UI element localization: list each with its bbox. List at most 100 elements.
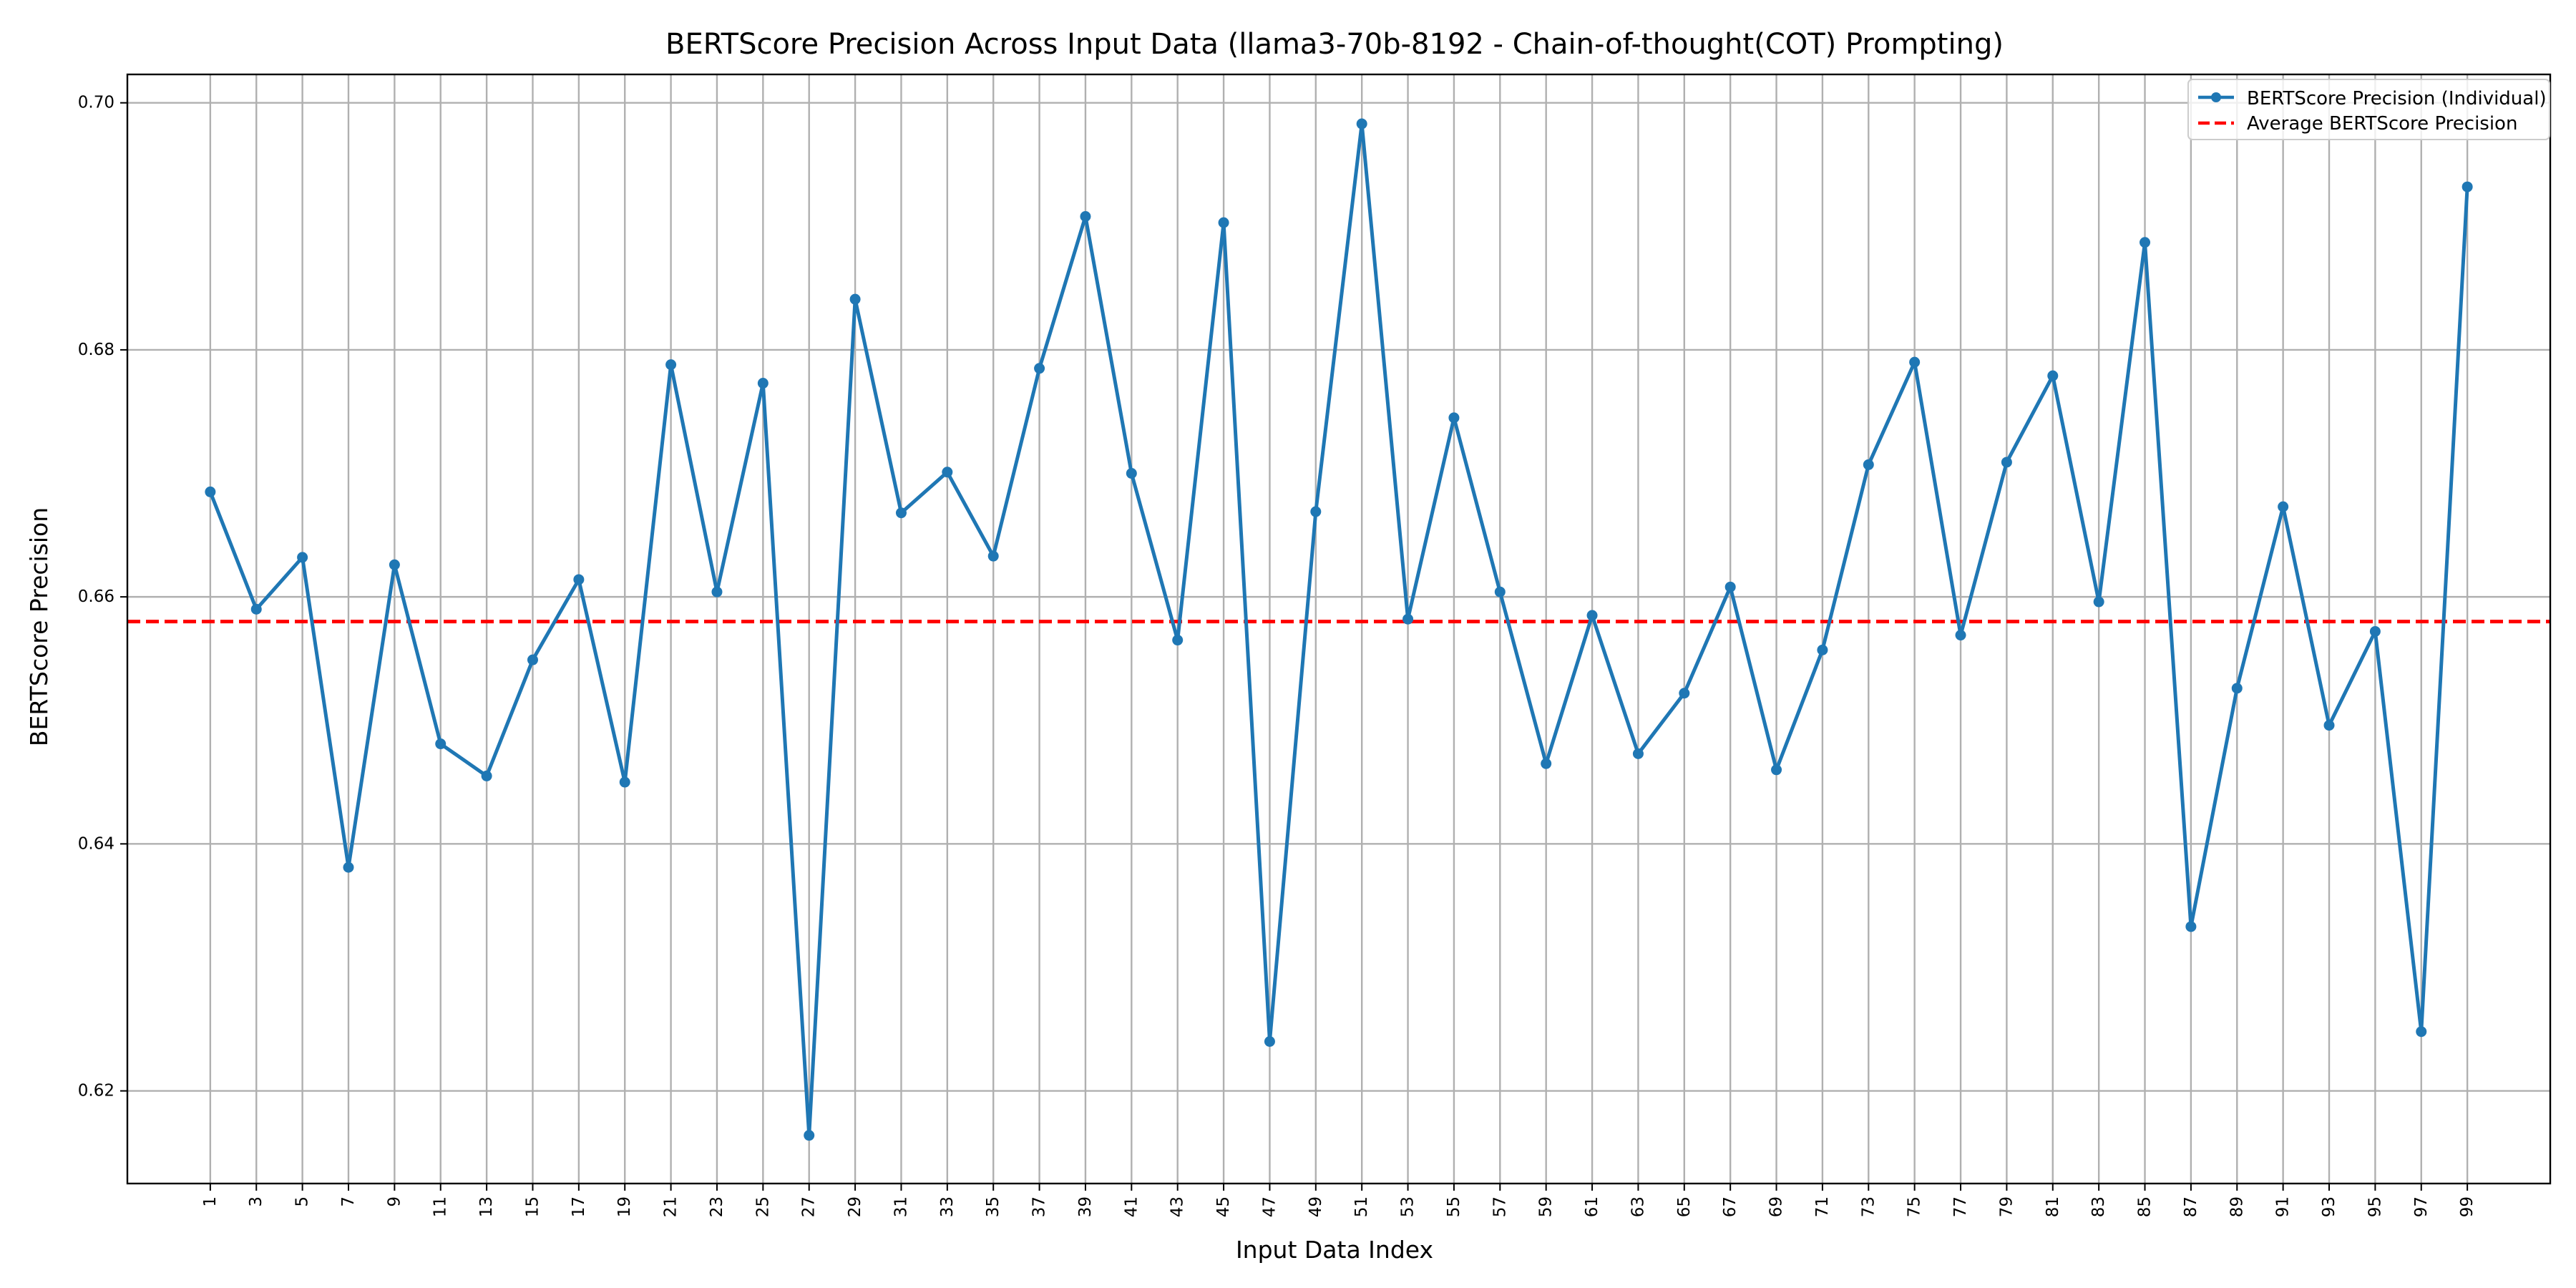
data-point bbox=[1632, 748, 1644, 759]
legend-marker-individual bbox=[2211, 92, 2221, 102]
data-point bbox=[1356, 118, 1367, 130]
data-point bbox=[711, 586, 723, 597]
x-tick-label: 49 bbox=[1307, 1196, 1325, 1217]
data-point bbox=[757, 378, 769, 389]
data-point bbox=[1586, 610, 1598, 621]
legend-label-average: Average BERTScore Precision bbox=[2247, 113, 2517, 135]
data-point bbox=[2140, 237, 2151, 248]
data-point bbox=[481, 770, 492, 781]
x-tick-label: 91 bbox=[2274, 1196, 2293, 1217]
data-point bbox=[2231, 683, 2243, 694]
x-tick-label: 83 bbox=[2089, 1196, 2108, 1217]
x-tick-label: 67 bbox=[1721, 1196, 1740, 1217]
x-tick-label: 57 bbox=[1491, 1196, 1509, 1217]
data-point bbox=[527, 654, 538, 665]
y-tick-label: 0.64 bbox=[78, 834, 114, 853]
data-point bbox=[1909, 356, 1921, 368]
x-tick-label: 51 bbox=[1352, 1196, 1371, 1217]
x-tick-label: 11 bbox=[431, 1196, 450, 1217]
x-tick-label: 99 bbox=[2458, 1196, 2477, 1217]
data-point bbox=[2462, 181, 2473, 192]
x-tick-label: 97 bbox=[2412, 1196, 2431, 1217]
data-point bbox=[1172, 635, 1184, 646]
x-tick-label: 21 bbox=[662, 1196, 680, 1217]
data-point bbox=[2278, 501, 2289, 512]
x-tick-label: 25 bbox=[753, 1196, 772, 1217]
plot-frame bbox=[126, 73, 2552, 1185]
x-tick-label: 85 bbox=[2136, 1196, 2155, 1217]
x-tick-label: 45 bbox=[1214, 1196, 1233, 1217]
x-tick-label: 73 bbox=[1859, 1196, 1878, 1217]
x-tick-label: 95 bbox=[2366, 1196, 2384, 1217]
chart-title: BERTScore Precision Across Input Data (l… bbox=[665, 28, 2004, 61]
x-tick-label: 5 bbox=[293, 1196, 312, 1207]
x-tick-label: 23 bbox=[708, 1196, 726, 1217]
data-point bbox=[205, 486, 216, 497]
data-point bbox=[1264, 1036, 1275, 1048]
x-tick-label: 89 bbox=[2228, 1196, 2246, 1217]
x-tick-label: 9 bbox=[385, 1196, 404, 1207]
data-point bbox=[1034, 363, 1045, 374]
y-tick-label: 0.70 bbox=[78, 94, 114, 112]
x-tick-label: 81 bbox=[2044, 1196, 2062, 1217]
x-tick-label: 65 bbox=[1675, 1196, 1694, 1217]
x-tick-label: 29 bbox=[846, 1196, 864, 1217]
x-tick-label: 87 bbox=[2182, 1196, 2200, 1217]
x-tick-label: 7 bbox=[339, 1196, 358, 1207]
x-tick-label: 27 bbox=[800, 1196, 819, 1217]
series-line bbox=[208, 122, 2469, 1138]
data-point bbox=[250, 603, 262, 615]
data-point bbox=[665, 359, 677, 371]
x-tick-label: 75 bbox=[1906, 1196, 1924, 1217]
data-point bbox=[297, 552, 308, 563]
data-point bbox=[1724, 581, 1736, 592]
x-tick-label: 77 bbox=[1951, 1196, 1970, 1217]
series-layer bbox=[205, 118, 2473, 1141]
data-point bbox=[1080, 210, 1091, 222]
data-point bbox=[1448, 412, 1460, 424]
x-tick-label: 61 bbox=[1583, 1196, 1601, 1217]
data-point bbox=[1494, 586, 1506, 597]
x-tick-label: 13 bbox=[477, 1196, 496, 1217]
data-point bbox=[1402, 613, 1414, 625]
data-point bbox=[2185, 921, 2197, 932]
legend: BERTScore Precision (Individual) Average… bbox=[2187, 79, 2550, 140]
x-tick-label: 35 bbox=[984, 1196, 1002, 1217]
data-point bbox=[2001, 457, 2012, 468]
x-tick-label: 31 bbox=[892, 1196, 910, 1217]
x-tick-label: 59 bbox=[1537, 1196, 1556, 1217]
data-point bbox=[1679, 688, 1690, 699]
x-tick-label: 93 bbox=[2320, 1196, 2338, 1217]
x-tick-label: 19 bbox=[615, 1196, 634, 1217]
data-point bbox=[1955, 630, 1966, 641]
data-point bbox=[573, 574, 585, 585]
y-tick-label: 0.68 bbox=[78, 341, 114, 359]
x-tick-label: 47 bbox=[1260, 1196, 1279, 1217]
axis-ticks: 1 3 5 7 9 11 13 15 17 19 21 23 25 27 29 31 33 35 37 39 41 43 4… bbox=[78, 94, 2477, 1218]
data-point bbox=[1541, 758, 1552, 769]
data-point bbox=[1817, 644, 1828, 655]
data-point bbox=[619, 776, 630, 788]
data-point bbox=[804, 1130, 815, 1141]
data-point bbox=[895, 507, 907, 519]
x-tick-label: 79 bbox=[1997, 1196, 2016, 1217]
x-tick-label: 1 bbox=[201, 1196, 220, 1207]
x-tick-label: 17 bbox=[570, 1196, 588, 1217]
data-point bbox=[2047, 370, 2059, 381]
data-point bbox=[343, 862, 354, 873]
data-point bbox=[1126, 468, 1137, 479]
x-tick-label: 39 bbox=[1076, 1196, 1095, 1217]
data-point bbox=[2369, 625, 2381, 637]
y-axis-label: BERTScore Precision bbox=[25, 507, 53, 746]
data-point bbox=[1218, 217, 1229, 228]
x-tick-label: 55 bbox=[1445, 1196, 1463, 1217]
x-tick-label: 53 bbox=[1399, 1196, 1418, 1217]
grid-lines bbox=[127, 74, 2550, 1184]
data-point bbox=[1771, 764, 1782, 776]
data-point bbox=[435, 738, 447, 750]
x-tick-label: 37 bbox=[1030, 1196, 1049, 1217]
y-tick-label: 0.66 bbox=[78, 587, 114, 606]
